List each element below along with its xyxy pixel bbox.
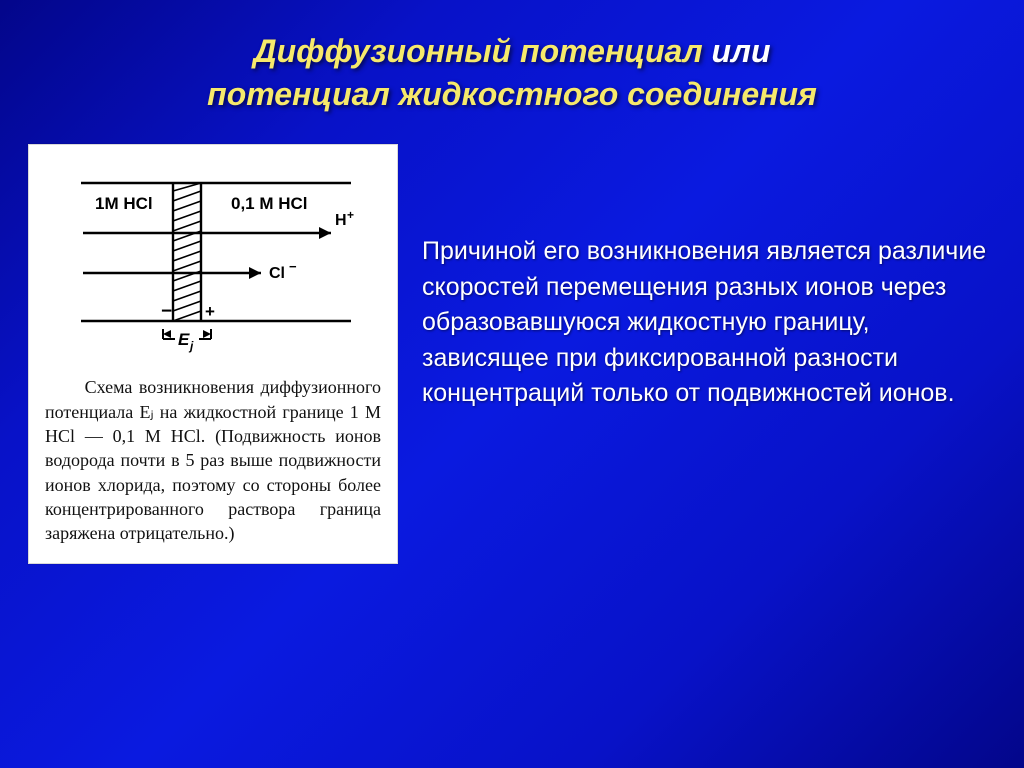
title-accent-2: потенциал жидкостного соединения (207, 76, 817, 112)
figure-caption: Схема возникновения диффузионного потенц… (45, 375, 381, 545)
slide-title: Диффузионный потенциал или потенциал жид… (0, 0, 1024, 134)
explanation-text: Причиной его возникновения является разл… (422, 144, 996, 564)
ej-label: E (178, 330, 190, 349)
svg-text:+: + (347, 208, 354, 222)
membrane (173, 183, 201, 321)
figure-panel: 1М HCl 0,1 М HCl H + Cl − − + (28, 144, 398, 564)
charge-right: + (205, 302, 215, 321)
right-solution-label: 0,1 М HCl (231, 194, 308, 213)
svg-text:−: − (289, 259, 297, 274)
cl-minus-arrow: Cl − (83, 259, 297, 282)
charge-left: − (161, 301, 172, 322)
diffusion-diagram: 1М HCl 0,1 М HCl H + Cl − − + (63, 161, 363, 361)
left-solution-label: 1М HCl (95, 194, 153, 213)
title-plain-connector: или (703, 33, 771, 69)
title-accent-1: Диффузионный потенциал (254, 33, 703, 69)
svg-text:Cl: Cl (269, 265, 285, 282)
svg-text:H: H (335, 212, 347, 229)
